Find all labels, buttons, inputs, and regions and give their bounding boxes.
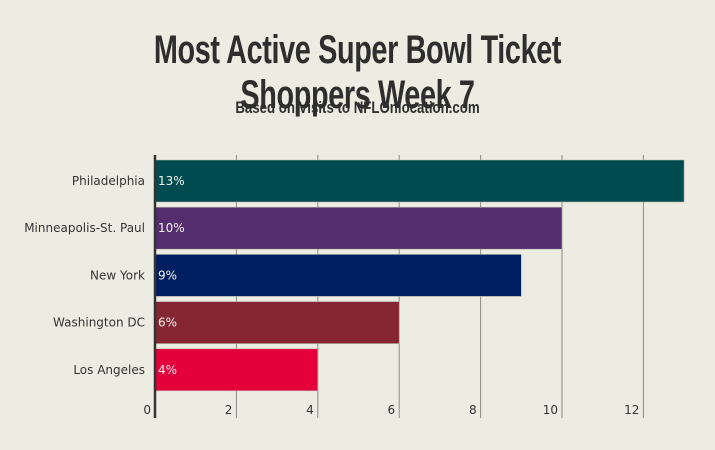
x-tick-label: 10: [543, 403, 558, 417]
bar: [154, 254, 522, 297]
x-tick-label: 0: [143, 403, 151, 417]
category-label: Minneapolis-St. Paul: [24, 221, 145, 235]
category-label: New York: [90, 268, 145, 282]
x-tick-label: 6: [388, 403, 396, 417]
x-tick-label: 12: [624, 403, 639, 417]
category-label: Philadelphia: [72, 174, 145, 188]
bar: [154, 206, 563, 250]
bar: [154, 159, 685, 203]
data-label: 10%: [158, 221, 185, 235]
x-tick-label: 2: [225, 403, 233, 417]
x-tick-label: 4: [306, 403, 314, 417]
bar: [154, 301, 400, 344]
category-label: Washington DC: [53, 316, 145, 330]
chart-subtitle: Based on Visits to NFLOnlocation.com: [235, 98, 480, 117]
data-label: 4%: [158, 363, 177, 377]
data-label: 6%: [158, 316, 177, 330]
data-label: 13%: [158, 174, 185, 188]
data-label: 9%: [158, 268, 177, 282]
category-label: Los Angeles: [73, 363, 145, 377]
chart-title: Most Active Super Bowl Ticket Shoppers W…: [153, 28, 562, 117]
x-tick-label: 8: [469, 403, 477, 417]
bar: [154, 348, 319, 392]
